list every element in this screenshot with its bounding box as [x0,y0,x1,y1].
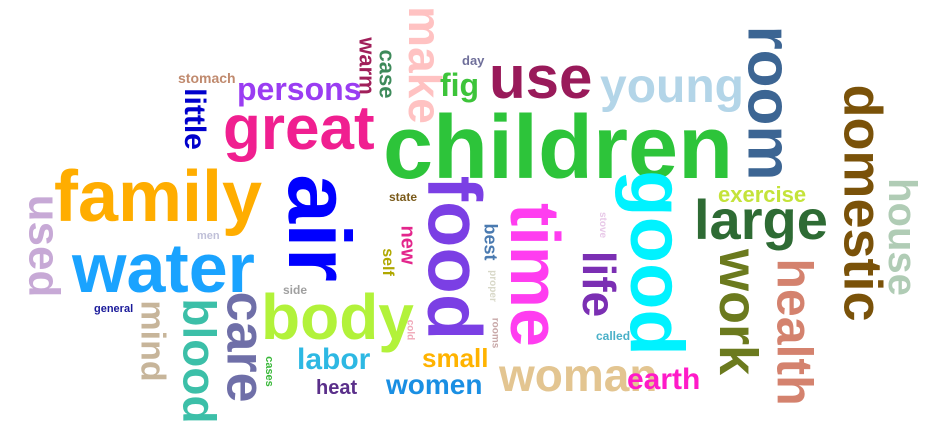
word-day: day [462,53,485,68]
word-small: small [422,343,489,373]
word-children: children [383,98,734,198]
word-men: men [197,230,220,242]
word-woman: woman [499,349,658,401]
word-proper: proper [486,270,498,302]
word-health: health [766,258,823,406]
word-blood: blood [173,298,226,424]
word-life: life [573,250,626,318]
word-stove: stove [597,211,609,239]
word-earth: earth [627,363,701,396]
word-large: large [694,188,828,251]
word-state: state [389,190,418,204]
word-cold: cold [404,319,416,341]
word-fig: fig [440,67,480,103]
word-exercise: exercise [718,182,807,207]
word-air: air [269,174,369,282]
word-labor: labor [297,343,371,376]
word-time: time [495,203,574,347]
word-use: use [489,44,593,111]
word-general: general [94,303,134,315]
word-persons: persons [237,71,362,107]
word-new: new [396,225,419,265]
word-rooms: rooms [489,317,501,349]
word-used: used [19,194,69,298]
word-room: room [734,25,804,181]
word-called: called [596,329,631,343]
word-women: women [386,369,483,400]
word-little: little [177,88,211,150]
word-body: body [261,281,414,353]
word-side: side [283,283,308,297]
word-great: great [223,94,375,163]
word-cases: cases [262,356,275,387]
word-make: make [398,6,451,124]
word-case: case [374,49,400,99]
word-good: good [613,170,699,356]
word-stomach: stomach [178,70,236,86]
word-best: best [480,223,501,261]
word-self: self [378,248,396,276]
word-family: family [54,157,263,237]
word-young: young [600,60,744,113]
word-water: water [72,229,255,307]
word-work: work [708,248,769,376]
word-heat: heat [316,377,358,399]
word-house: house [879,178,924,296]
word-mind: mind [133,300,172,382]
